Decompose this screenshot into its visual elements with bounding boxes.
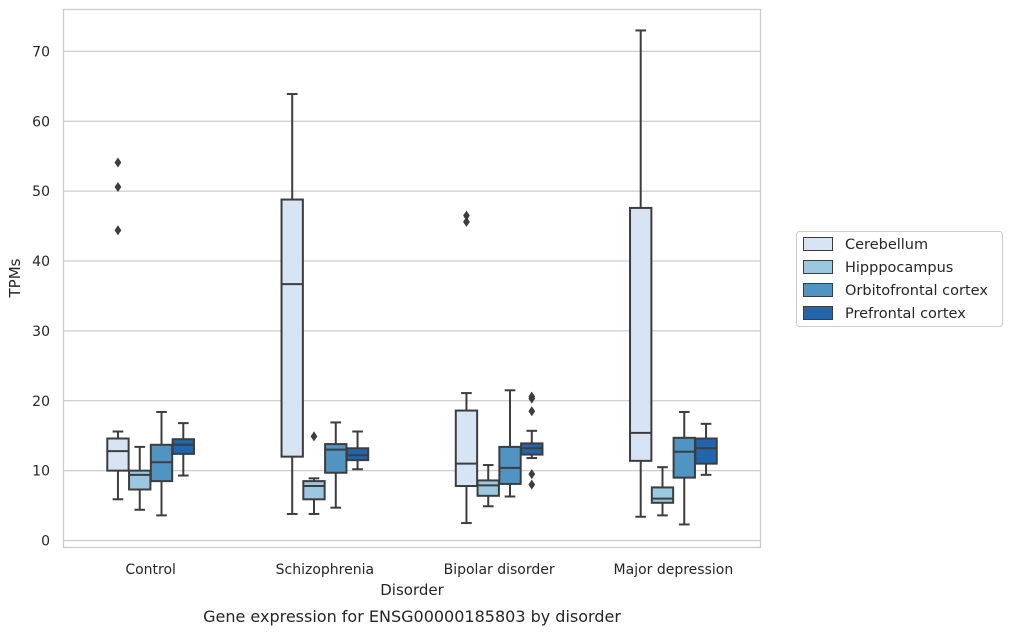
plot-frame xyxy=(62,8,762,549)
box-orbitofrontal-cortex xyxy=(149,410,174,517)
box-hipppocampus xyxy=(650,466,675,517)
box-iqr xyxy=(672,436,696,479)
outlier-point xyxy=(310,431,318,442)
box-iqr xyxy=(302,480,326,501)
box-prefrontal-cortex xyxy=(345,430,370,471)
outlier-point xyxy=(528,469,536,480)
box-iqr xyxy=(694,437,718,465)
box-iqr xyxy=(650,486,675,504)
chart-caption: Gene expression for ENSG00000185803 by d… xyxy=(203,607,621,626)
outlier-point xyxy=(528,479,536,490)
box-orbitofrontal-cortex xyxy=(498,389,522,498)
box-prefrontal-cortex xyxy=(520,391,544,490)
legend-label: Orbitofrontal cortex xyxy=(845,283,988,299)
y-tick-label: 10 xyxy=(32,464,50,480)
x-tick-label: Major depression xyxy=(614,562,734,578)
x-tick-label: Bipolar disorder xyxy=(444,562,555,578)
box-cerebellum xyxy=(629,29,653,518)
legend: Cerebellum Hipppocampus Orbitofrontal cort… xyxy=(796,231,1003,327)
box-cerebellum xyxy=(454,210,479,525)
box-hipppocampus xyxy=(302,431,326,515)
y-tick-label: 0 xyxy=(41,534,50,550)
x-axis-label: Disorder xyxy=(380,581,444,599)
y-tick-label: 40 xyxy=(32,254,50,270)
legend-items: Cerebellum Hipppocampus Orbitofrontal cort… xyxy=(803,237,988,322)
box-iqr xyxy=(324,443,348,474)
box-plot-series xyxy=(106,29,718,526)
y-tick-labels: 0 10 20 30 40 50 60 70 xyxy=(32,44,50,549)
outlier-point xyxy=(463,216,470,227)
box-hipppocampus xyxy=(476,464,500,508)
box-iqr xyxy=(454,409,479,488)
y-tick-label: 30 xyxy=(32,324,50,340)
box-cerebellum xyxy=(106,157,130,501)
outlier-point xyxy=(114,181,122,192)
legend-swatch xyxy=(803,237,833,251)
box-iqr xyxy=(106,437,130,472)
box-prefrontal-cortex xyxy=(171,422,195,477)
legend-label: Hipppocampus xyxy=(845,260,953,276)
legend-label: Prefrontal cortex xyxy=(845,306,966,322)
y-axis-label: TPMs xyxy=(6,258,24,298)
box-orbitofrontal-cortex xyxy=(324,421,348,509)
box-iqr xyxy=(476,479,500,497)
x-tick-label: Control xyxy=(125,562,176,578)
legend-label: Cerebellum xyxy=(845,237,928,253)
box-iqr xyxy=(345,447,370,462)
y-tick-label: 50 xyxy=(32,184,50,200)
outlier-point xyxy=(528,391,536,402)
outlier-point xyxy=(114,157,122,168)
box-prefrontal-cortex xyxy=(694,422,718,476)
y-tick-label: 60 xyxy=(32,114,50,130)
legend-frame xyxy=(796,231,1003,327)
box-cerebellum xyxy=(280,93,304,515)
box-iqr xyxy=(280,198,304,458)
legend-swatch xyxy=(803,306,833,320)
box-iqr xyxy=(498,445,522,485)
box-iqr xyxy=(128,469,152,491)
x-tick-label: Schizophrenia xyxy=(276,562,374,578)
box-iqr xyxy=(171,438,195,455)
legend-swatch xyxy=(803,260,833,274)
y-tick-label: 20 xyxy=(32,394,50,410)
outlier-point xyxy=(528,406,536,417)
box-iqr xyxy=(629,206,653,462)
legend-swatch xyxy=(803,283,833,297)
gridlines xyxy=(63,50,761,542)
x-tick-labels: Control Schizophrenia Bipolar disorder Majo… xyxy=(125,562,733,578)
outlier-point xyxy=(463,210,470,221)
outlier-point xyxy=(114,225,122,236)
y-tick-label: 70 xyxy=(32,44,50,60)
